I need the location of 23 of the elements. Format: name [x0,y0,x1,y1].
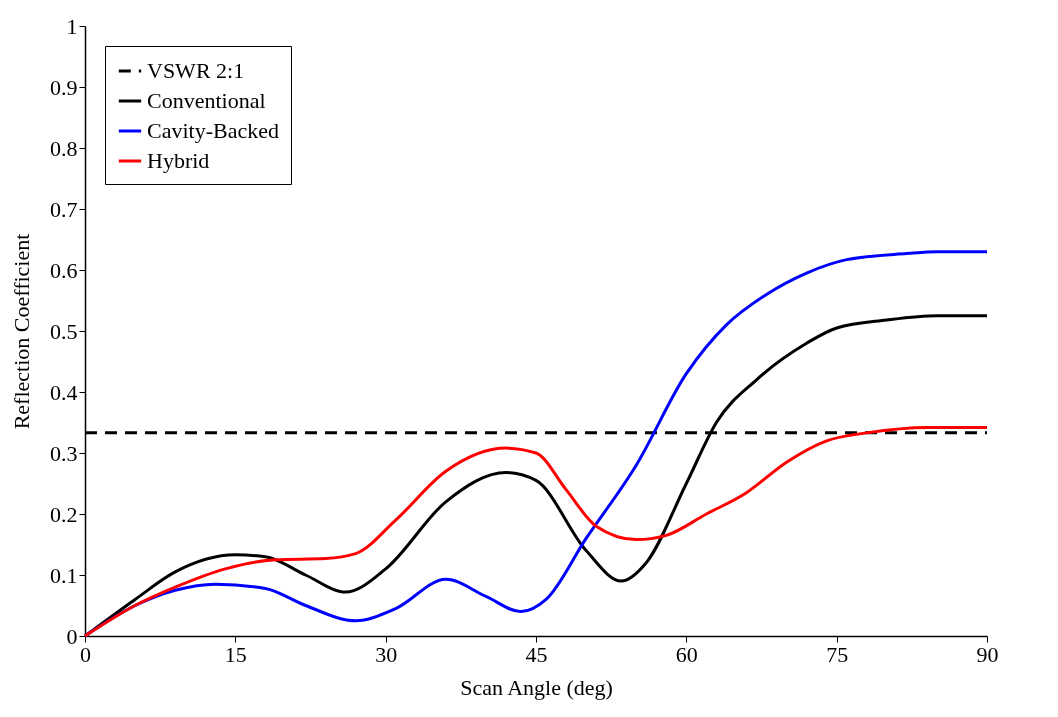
y-tick-label: 0.4 [50,379,78,405]
x-axis-title: Scan Angle (deg) [460,674,613,700]
legend-label: Hybrid [147,148,210,173]
y-tick-label: 0.8 [50,135,78,161]
x-tick-label: 75 [826,641,849,667]
y-tick-label: 0.6 [50,257,78,283]
legend-label: VSWR 2:1 [147,58,245,83]
x-tick-label: 90 [976,641,999,667]
y-tick-label: 0.5 [50,318,78,344]
y-tick-label: 0.2 [50,501,78,527]
x-tick-label: 30 [375,641,398,667]
x-tick-label: 45 [525,641,548,667]
legend-label: Conventional [147,88,266,113]
legend-label: Cavity-Backed [147,118,279,143]
x-tick-label: 60 [675,641,698,667]
y-tick-label: 0.3 [50,440,78,466]
x-tick-label: 15 [224,641,247,667]
y-axis-title: Reflection Coefficient [9,233,34,430]
y-tick-label: 0.1 [50,562,78,588]
y-tick-label: 0.7 [50,196,78,222]
y-tick-label: 1 [66,13,78,39]
y-tick-label: 0.9 [50,74,78,100]
y-tick-label: 0 [66,623,78,649]
